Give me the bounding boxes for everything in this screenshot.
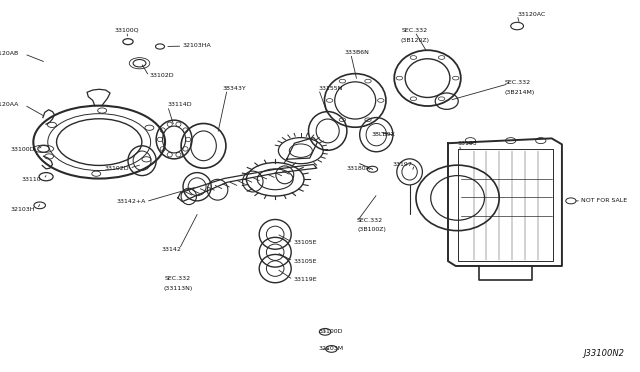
Text: SEC.332: SEC.332	[357, 218, 383, 223]
Text: 33155N: 33155N	[319, 86, 343, 91]
Text: 38343Y: 38343Y	[223, 86, 246, 91]
Text: 33105E: 33105E	[293, 240, 317, 245]
Text: 33180A: 33180A	[346, 166, 370, 171]
Text: SEC.332: SEC.332	[165, 276, 191, 281]
Text: 333B6N: 333B6N	[344, 50, 369, 55]
Text: 33102D: 33102D	[105, 166, 129, 171]
Text: 33120AA: 33120AA	[0, 102, 19, 107]
Text: 33100D: 33100D	[11, 147, 35, 152]
Text: 32103HA: 32103HA	[182, 43, 211, 48]
Text: 33119E: 33119E	[293, 277, 317, 282]
Text: SEC.332: SEC.332	[504, 80, 531, 85]
Text: 33120AB: 33120AB	[0, 51, 19, 57]
Text: 32103M: 32103M	[319, 346, 344, 352]
Text: SEC.332: SEC.332	[402, 28, 428, 33]
Text: 33100D: 33100D	[319, 329, 343, 334]
Text: (3B120Z): (3B120Z)	[400, 38, 429, 43]
Text: 38LB9X: 38LB9X	[372, 132, 396, 137]
Text: 33142+A: 33142+A	[116, 199, 146, 204]
Text: 33142: 33142	[161, 247, 182, 253]
Text: 33105E: 33105E	[293, 259, 317, 264]
Text: (3B214M): (3B214M)	[504, 90, 534, 95]
Text: 33114D: 33114D	[168, 102, 192, 108]
Text: 32103H: 32103H	[11, 206, 35, 212]
Text: NOT FOR SALE: NOT FOR SALE	[581, 198, 627, 203]
Text: 33100Q: 33100Q	[115, 27, 139, 32]
Text: (33113N): (33113N)	[163, 286, 193, 291]
Text: 33110: 33110	[22, 177, 42, 182]
Text: (3B100Z): (3B100Z)	[357, 227, 386, 232]
Text: 33120AC: 33120AC	[517, 12, 545, 17]
Text: 33102D: 33102D	[149, 73, 173, 78]
Text: 33197: 33197	[393, 162, 413, 167]
Text: J33100N2: J33100N2	[583, 349, 624, 358]
Text: 33103: 33103	[458, 141, 477, 146]
